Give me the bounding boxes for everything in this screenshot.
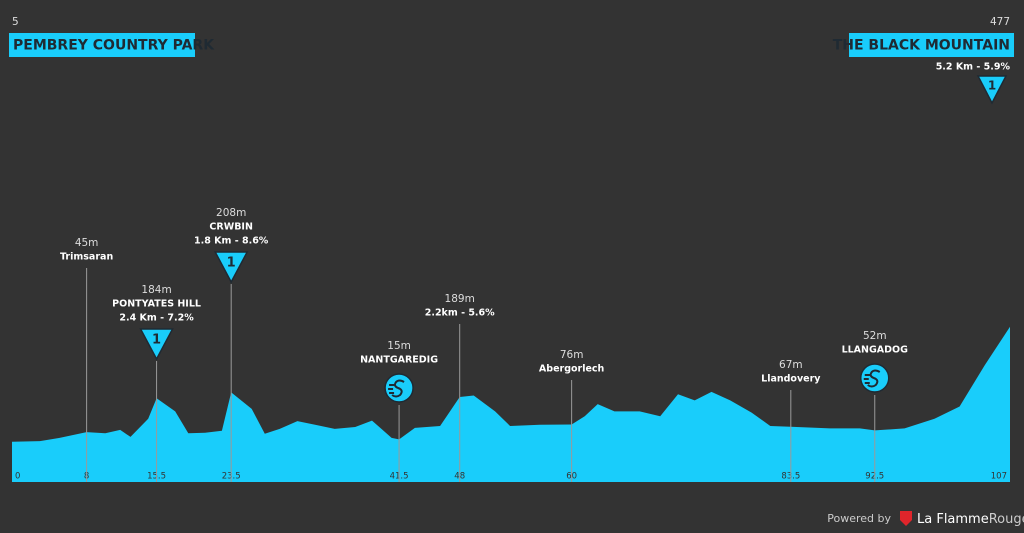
place-name: Llandovery <box>761 374 821 385</box>
logo <box>900 511 912 526</box>
finish-label-box <box>849 33 1014 57</box>
finish-climb: 5.2 Km - 5.9% <box>936 62 1011 73</box>
elevation-label: 189m <box>445 293 475 305</box>
place-name: Trimsaran <box>60 252 113 263</box>
start-name: PEMBREY COUNTRY PARK <box>13 38 215 54</box>
kom-category: 1 <box>152 333 161 348</box>
elevation-area <box>12 326 1010 482</box>
kom-icon <box>213 251 249 284</box>
elevation-label: 67m <box>779 359 803 371</box>
finish-name: THE BLACK MOUNTAIN <box>833 38 1010 54</box>
climb-stats: 2.4 Km - 7.2% <box>119 313 194 324</box>
start-elevation: 5 <box>12 16 19 28</box>
elevation-label: 45m <box>75 237 99 249</box>
place-name: PONTYATES HILL <box>112 299 201 310</box>
elevation-label: 52m <box>863 330 887 342</box>
start-label-box <box>9 33 195 57</box>
finish-category: 1 <box>988 79 996 93</box>
place-name: Abergorlech <box>539 364 605 375</box>
sprint-glyph <box>863 369 881 388</box>
sprint-glyph <box>388 379 405 398</box>
kom-category: 1 <box>227 256 236 271</box>
x-tick-label: 107 <box>991 472 1007 482</box>
finish-elevation: 477 <box>990 16 1010 28</box>
place-name: CRWBIN <box>209 222 253 233</box>
place-name: LLANGADOG <box>842 345 909 356</box>
powered-by: Powered by <box>827 512 891 525</box>
brand: La FlammeRouge <box>917 512 1024 527</box>
climb-stats: 1.8 Km - 8.6% <box>194 236 269 247</box>
x-tick-label: 0 <box>15 472 20 482</box>
kom-icon <box>976 75 1008 105</box>
elevation-label: 76m <box>560 349 584 361</box>
elevation-label: 184m <box>141 284 171 296</box>
brand-b: Rouge <box>989 512 1024 527</box>
kom-icon <box>139 328 174 361</box>
elevation-label: 15m <box>387 340 411 352</box>
climb-stats: 2.2km - 5.6% <box>425 308 495 319</box>
elevation-label: 208m <box>216 207 246 219</box>
brand-a: La Flamme <box>917 512 989 527</box>
place-name: NANTGAREDIG <box>360 355 438 366</box>
